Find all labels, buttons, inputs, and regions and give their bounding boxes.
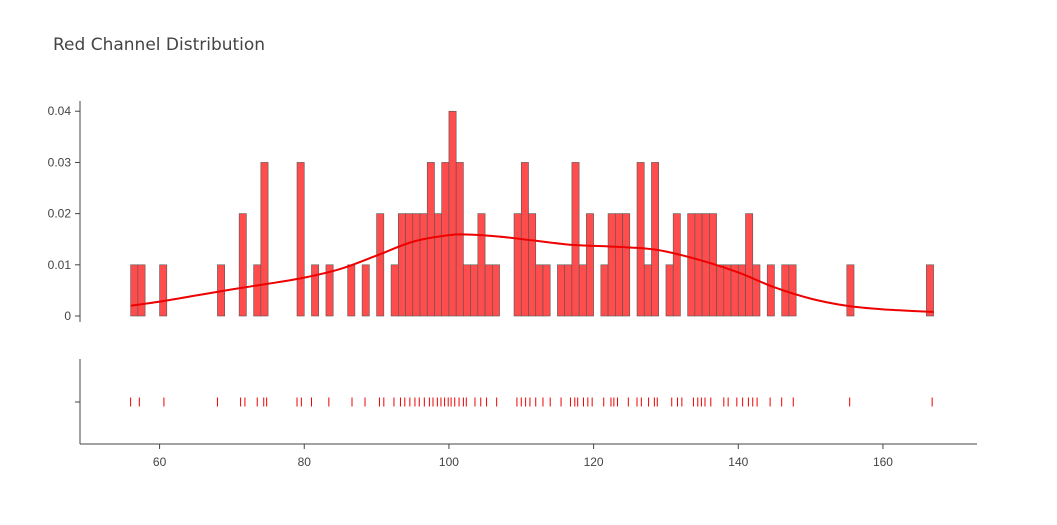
histogram-bar — [528, 213, 537, 317]
histogram-bar — [397, 213, 406, 317]
histogram-bar — [347, 264, 356, 317]
histogram-bar — [470, 264, 479, 317]
histogram-bar — [586, 213, 594, 317]
histogram-bar — [665, 264, 674, 317]
histogram-bar — [766, 264, 775, 317]
y-tick-label: 0.01 — [48, 258, 72, 272]
kde-line — [130, 233, 934, 313]
x-tick-label: 140 — [728, 455, 748, 469]
histogram-bar — [752, 264, 761, 317]
histogram-bar — [716, 264, 725, 317]
histogram-bar — [564, 264, 573, 317]
x-tick-label: 160 — [873, 455, 893, 469]
histogram-bar — [643, 264, 652, 317]
histogram-bar — [419, 213, 428, 317]
histogram-bar — [745, 213, 754, 317]
histogram-bar — [513, 213, 522, 317]
histogram-bar — [622, 213, 631, 317]
histogram-bar — [434, 213, 442, 317]
histogram-bar — [376, 213, 385, 317]
histogram-bar — [448, 110, 457, 317]
histogram-bar — [477, 213, 486, 317]
histogram-bar — [615, 213, 623, 317]
histogram-bar — [535, 264, 544, 317]
histogram-bar — [130, 264, 139, 317]
histogram-bar — [651, 162, 660, 317]
histogram-bar — [701, 213, 710, 317]
histogram-bar — [694, 213, 703, 317]
y-tick-label: 0.03 — [48, 155, 72, 169]
histogram-bar — [361, 264, 370, 317]
histogram-bar — [600, 264, 609, 317]
x-tick-label: 80 — [298, 455, 312, 469]
chart-title: Red Channel Distribution — [53, 35, 265, 55]
histogram-bar — [926, 264, 934, 317]
histogram-bar — [412, 213, 421, 317]
x-tick-label: 120 — [584, 455, 604, 469]
histogram-bar — [137, 264, 146, 317]
histogram-bar — [296, 162, 305, 317]
histogram-bar — [260, 162, 269, 317]
histogram-bar — [687, 213, 696, 317]
histogram-bar — [405, 213, 414, 317]
histogram-bar — [325, 264, 334, 317]
y-tick-label: 0.02 — [48, 207, 72, 221]
histogram-bar — [571, 162, 580, 317]
y-tick-label: 0.04 — [48, 104, 72, 118]
histogram-bar — [463, 264, 471, 317]
histogram-bar — [253, 264, 262, 317]
histogram-bar — [390, 264, 399, 317]
histogram-bar — [455, 162, 464, 317]
histogram-bar — [578, 264, 587, 317]
histogram-bar — [607, 213, 616, 317]
histogram-bar — [492, 264, 500, 317]
histogram-bar — [238, 213, 247, 317]
histogram-plot: 0 0.01 0.02 0.03 0.04 — [48, 101, 934, 323]
histogram-bar — [636, 162, 645, 317]
histogram-bar — [311, 264, 320, 317]
histogram-bar — [441, 162, 450, 317]
x-tick-label: 100 — [439, 455, 459, 469]
histogram-bar — [846, 264, 855, 317]
rug-plot: 60 80 100 120 140 160 — [75, 359, 977, 469]
histogram-bar — [484, 264, 493, 317]
x-tick-label: 60 — [153, 455, 167, 469]
histogram-bar — [672, 213, 681, 317]
y-tick-label: 0 — [64, 309, 71, 323]
histogram-bar — [159, 264, 168, 317]
histogram-bar — [788, 264, 797, 317]
histogram-bar — [542, 264, 551, 317]
histogram-bar — [723, 264, 732, 317]
histogram-bar — [557, 264, 565, 317]
